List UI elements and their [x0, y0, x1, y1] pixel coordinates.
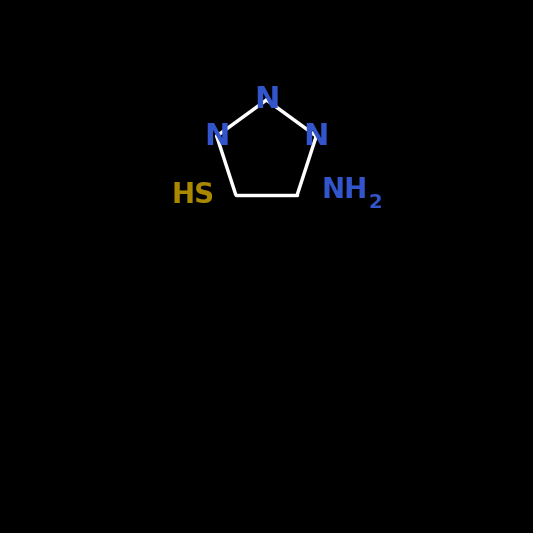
Text: N: N: [304, 122, 329, 151]
Text: HS: HS: [171, 181, 214, 208]
Text: N: N: [204, 122, 229, 151]
Text: 2: 2: [368, 193, 382, 212]
Text: NH: NH: [322, 176, 368, 204]
Text: N: N: [254, 85, 279, 115]
